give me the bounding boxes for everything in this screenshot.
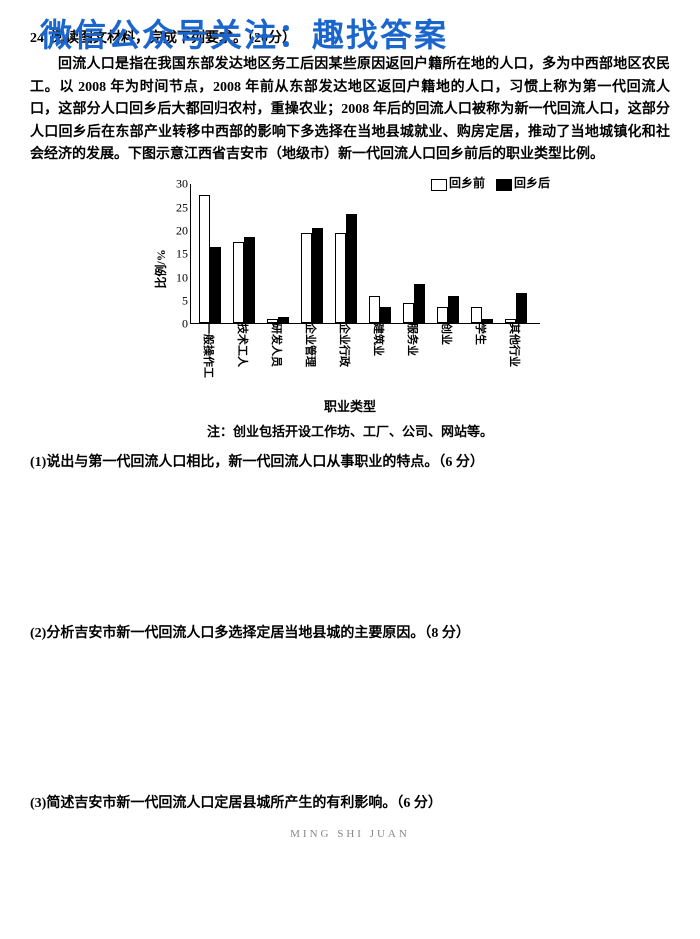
bar-after bbox=[516, 293, 527, 323]
bar-after bbox=[380, 307, 391, 323]
category-label: 技术工人 bbox=[232, 323, 250, 367]
category-label: 研发人员 bbox=[266, 323, 284, 367]
bar-before bbox=[199, 195, 210, 323]
y-tick: 0 bbox=[168, 315, 188, 334]
bar-after bbox=[448, 296, 459, 324]
y-tick: 30 bbox=[168, 175, 188, 194]
category-label: 创业 bbox=[436, 323, 454, 345]
bar-before bbox=[369, 296, 380, 324]
category-label: 企业行政 bbox=[334, 323, 352, 367]
subquestion-1: (1)说出与第一代回流人口相比，新一代回流人口从事职业的特点。（6 分） bbox=[30, 452, 670, 474]
bar-after bbox=[346, 214, 357, 323]
y-tick: 10 bbox=[168, 268, 188, 287]
plot-area: 一般操作工技术工人研发人员企业管理企业行政建筑业服务业创业学生其他行业 bbox=[190, 184, 540, 324]
bar-after bbox=[210, 247, 221, 324]
answer-space-2 bbox=[30, 645, 670, 785]
passage-text: 回流人口是指在我国东部发达地区务工后因某些原因返回户籍所在地的人口，多为中西部地… bbox=[30, 54, 670, 166]
category-label: 一般操作工 bbox=[198, 323, 216, 378]
bar-chart: 回乡前 回乡后 比例/% 051015202530 一般操作工技术工人研发人员企… bbox=[150, 174, 550, 384]
bar-before bbox=[403, 303, 414, 324]
subquestion-2: (2)分析吉安市新一代回流人口多选择定居当地县城的主要原因。（8 分） bbox=[30, 623, 670, 645]
bar-before bbox=[437, 307, 448, 323]
footer-text: MING SHI JUAN bbox=[30, 826, 670, 844]
y-tick: 15 bbox=[168, 245, 188, 264]
category-label: 其他行业 bbox=[504, 323, 522, 367]
category-label: 企业管理 bbox=[300, 323, 318, 367]
bar-before bbox=[233, 242, 244, 323]
chart-note: 注：创业包括开设工作坊、工厂、公司、网站等。 bbox=[30, 422, 670, 443]
category-label: 服务业 bbox=[402, 323, 420, 356]
y-tick: 20 bbox=[168, 221, 188, 240]
bar-after bbox=[414, 284, 425, 323]
category-label: 学生 bbox=[470, 323, 488, 345]
answer-space-1 bbox=[30, 475, 670, 615]
y-tick: 25 bbox=[168, 198, 188, 217]
bar-after bbox=[244, 237, 255, 323]
y-tick: 5 bbox=[168, 291, 188, 310]
subquestion-3: (3)简述吉安市新一代回流人口定居县城所产生的有利影响。（6 分） bbox=[30, 793, 670, 815]
x-axis-label: 职业类型 bbox=[30, 397, 670, 418]
watermark-overlay: 微信公众号关注：趣找答案 bbox=[40, 10, 448, 61]
bar-after bbox=[312, 228, 323, 323]
bar-before bbox=[335, 233, 346, 324]
bar-before bbox=[301, 233, 312, 324]
chart-container: 回乡前 回乡后 比例/% 051015202530 一般操作工技术工人研发人员企… bbox=[30, 174, 670, 417]
category-label: 建筑业 bbox=[368, 323, 386, 356]
bar-before bbox=[471, 307, 482, 323]
